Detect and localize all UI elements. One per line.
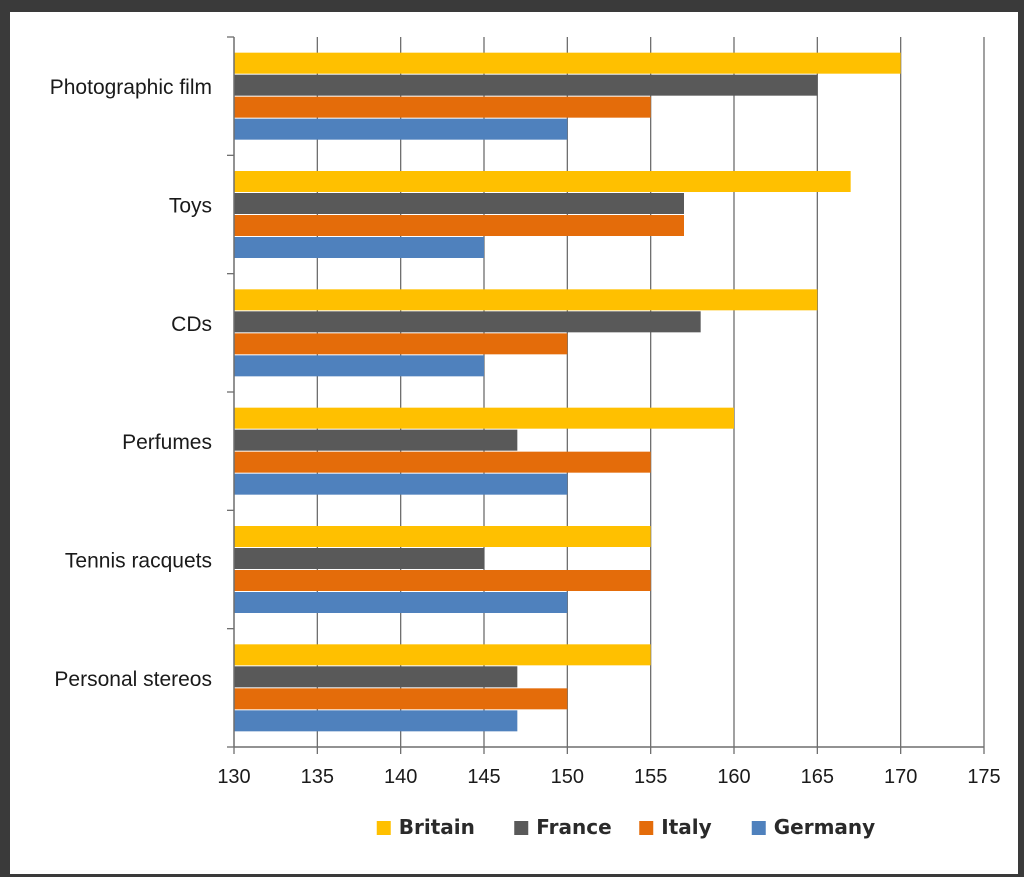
legend-swatch-france [514, 821, 529, 835]
bar-germany [234, 592, 568, 613]
bar-chart: Photographic film Toys CDs Perfumes Tennis r… [50, 36, 1001, 839]
legend-label-italy: Italy [661, 815, 711, 839]
legend: Britain France Italy Germany [376, 815, 875, 839]
x-tick-label: 155 [634, 766, 667, 788]
legend-swatch-britain [376, 821, 391, 835]
bar-britain [234, 171, 851, 192]
chart-frame: Photographic film Toys CDs Perfumes Tennis r… [10, 12, 1018, 874]
bar-france [234, 311, 701, 333]
bar-germany [234, 473, 568, 495]
category-labels: Photographic film Toys CDs Perfumes Tennis r… [50, 76, 212, 691]
x-tick-label: 145 [467, 766, 500, 788]
bar-britain [234, 52, 901, 74]
bar-italy [234, 688, 568, 710]
legend-label-britain: Britain [399, 815, 475, 839]
legend-label-france: France [536, 815, 611, 839]
category-label: CDs [171, 313, 212, 336]
bar-france [234, 74, 818, 96]
category-label: Photographic film [50, 76, 212, 99]
bar-france [234, 429, 518, 451]
x-tick-label: 140 [384, 766, 417, 788]
bars [234, 52, 901, 732]
category-label: Tennis racquets [65, 550, 212, 573]
bar-italy [234, 570, 651, 591]
bar-germany [234, 355, 484, 377]
bar-italy [234, 333, 568, 355]
x-tick-label: 160 [717, 766, 750, 788]
x-tick-label: 150 [551, 766, 584, 788]
bar-britain [234, 644, 651, 666]
category-label: Toys [169, 195, 212, 218]
tick-labels: 130 135 140 145 150 155 160 165 170 175 [217, 766, 1000, 788]
bar-italy [234, 451, 651, 473]
bar-britain [234, 289, 818, 311]
bar-france [234, 193, 684, 214]
legend-swatch-italy [639, 821, 654, 835]
category-label: Personal stereos [54, 668, 212, 691]
bar-italy [234, 215, 684, 236]
x-tick-label: 165 [801, 766, 834, 788]
bar-germany [234, 237, 484, 258]
bar-france [234, 666, 518, 688]
bar-france [234, 548, 484, 569]
bar-britain [234, 526, 651, 547]
x-tick-label: 170 [884, 766, 917, 788]
legend-label-germany: Germany [774, 815, 875, 839]
bar-germany [234, 118, 568, 140]
category-label: Perfumes [122, 431, 212, 454]
gridlines [316, 37, 985, 747]
x-tick-label: 135 [301, 766, 334, 788]
bar-italy [234, 96, 651, 118]
bar-germany [234, 710, 518, 732]
bar-britain [234, 407, 734, 429]
axes [227, 36, 985, 754]
x-tick-label: 130 [217, 766, 250, 788]
legend-swatch-germany [751, 821, 766, 835]
x-tick-label: 175 [967, 766, 1000, 788]
